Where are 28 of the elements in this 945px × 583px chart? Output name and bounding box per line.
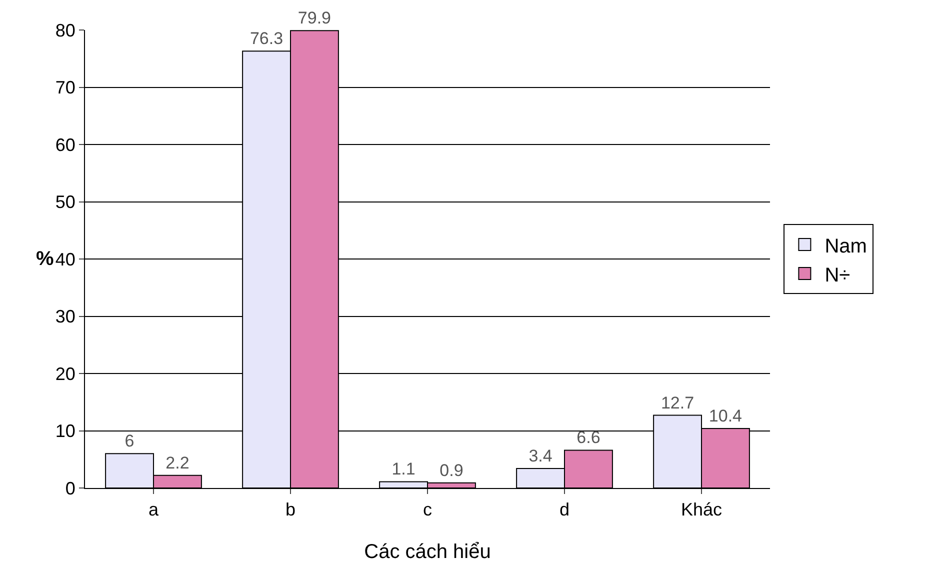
y-tick-label: 30 [55,306,76,327]
y-tick-label: 40 [55,249,76,270]
data-label: 10.4 [708,406,742,426]
legend-label: N÷ [824,264,850,286]
data-label: 76.3 [250,29,284,48]
x-tick-label: d [559,500,570,520]
data-label: 6 [124,432,134,451]
y-axis-title: % [36,248,54,270]
x-tick-label: b [285,500,296,520]
data-label: 0.9 [440,460,464,480]
data-label: 1.1 [392,460,416,479]
data-label: 6.6 [576,428,600,448]
data-label: 3.4 [528,446,552,466]
y-tick-label: 50 [55,192,76,212]
data-label: 12.7 [660,393,694,412]
legend-label: Nam [824,235,867,258]
data-label: 79.9 [298,8,332,28]
y-tick-label: 0 [65,478,76,498]
x-tick-label: a [148,500,160,520]
x-tick-label: c [423,500,432,520]
y-tick-label: 10 [55,421,76,442]
y-tick-label: 60 [55,134,76,155]
x-axis-title: Các cách hiểu [364,541,491,564]
y-tick-label: 80 [55,20,76,40]
y-tick-label: 20 [55,364,76,384]
y-tick-label: 70 [55,78,76,98]
data-label: 2.2 [166,453,190,472]
x-tick-label: Khác [680,500,722,520]
